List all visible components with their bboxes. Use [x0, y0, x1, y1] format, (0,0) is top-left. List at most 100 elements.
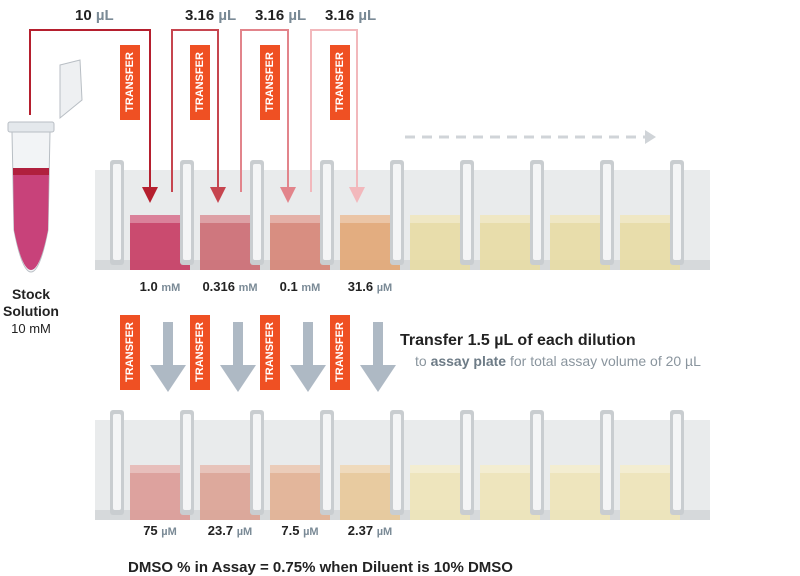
- well-top: [130, 465, 190, 473]
- concentration-unit: µM: [377, 282, 393, 294]
- plate-post-face: [533, 164, 541, 260]
- concentration-unit: mM: [161, 282, 180, 294]
- plate-post-face: [113, 164, 121, 260]
- well-top: [340, 465, 400, 473]
- well-top: [550, 465, 610, 473]
- transfer-label: TRANSFER: [334, 52, 346, 112]
- plate-post-face: [183, 164, 191, 260]
- transfer-label: TRANSFER: [124, 322, 136, 382]
- transfer-label: TRANSFER: [194, 322, 206, 382]
- well-top: [270, 215, 330, 223]
- transfer-label: TRANSFER: [264, 52, 276, 112]
- concentration-label: 2.37 µM: [348, 523, 392, 538]
- transfer-label: TRANSFER: [264, 322, 276, 382]
- transfer-line: [29, 29, 158, 203]
- well-top: [410, 215, 470, 223]
- plate-post-face: [533, 414, 541, 510]
- plate-floor: [95, 510, 710, 520]
- transfer-box: [260, 315, 280, 390]
- concentration-label: 23.7 µM: [208, 523, 252, 538]
- transfer-box: [120, 45, 140, 120]
- down-arrow-shaft: [233, 322, 243, 367]
- down-arrow-shaft: [373, 322, 383, 367]
- down-arrow-head: [150, 365, 186, 392]
- concentration-label: 31.6 µM: [348, 279, 392, 294]
- plate-post-face: [603, 414, 611, 510]
- concentration-unit: µM: [377, 526, 393, 538]
- plate-post-face: [393, 164, 401, 260]
- transfer-line: [171, 29, 226, 203]
- plate-post-face: [463, 164, 471, 260]
- stock-title: Solution: [3, 303, 59, 319]
- volume-amount: 10: [75, 7, 92, 24]
- concentration-label: 7.5 µM: [281, 523, 318, 538]
- transfer-label: TRANSFER: [334, 322, 346, 382]
- plate-post-face: [393, 414, 401, 510]
- well-top: [620, 215, 680, 223]
- instruction-bold: assay plate: [431, 353, 507, 369]
- transfer-box: [330, 315, 350, 390]
- down-arrow-shaft: [303, 322, 313, 367]
- down-arrow-shaft: [163, 322, 173, 367]
- volume-amount: 3.16: [325, 7, 354, 24]
- continue-arrowhead: [645, 130, 656, 144]
- transfer-line: [240, 29, 296, 203]
- plate-floor: [95, 260, 710, 270]
- plate-post-face: [183, 414, 191, 510]
- stock-tube: [7, 59, 83, 273]
- well-top: [200, 215, 260, 223]
- well-top: [550, 215, 610, 223]
- transfer-box: [190, 315, 210, 390]
- concentration-value: 1.0: [140, 279, 158, 294]
- instruction-text: for total assay volume of 20 µL: [506, 353, 701, 369]
- concentration-label: 0.1 mM: [280, 279, 321, 294]
- stock-concentration: 10 mM: [11, 321, 51, 336]
- plate-post-face: [323, 164, 331, 260]
- instruction-line2: to assay plate for total assay volume of…: [415, 353, 701, 369]
- well-top: [480, 465, 540, 473]
- well-top: [480, 215, 540, 223]
- transfer-box: [120, 315, 140, 390]
- transfer-line: [310, 29, 365, 203]
- volume-label: 10 µL: [75, 7, 114, 24]
- concentration-value: 75: [143, 523, 157, 538]
- concentration-label: 75 µM: [143, 523, 177, 538]
- transfer-label: TRANSFER: [194, 52, 206, 112]
- footer: DMSO % in Assay = 0.75% when Diluent is …: [128, 559, 513, 576]
- concentration-unit: µM: [237, 526, 253, 538]
- concentration-value: 7.5: [281, 523, 299, 538]
- volume-label: 3.16 µL: [325, 7, 376, 24]
- plate-post-face: [113, 414, 121, 510]
- concentration-unit: µM: [303, 526, 319, 538]
- concentration-unit: µM: [161, 526, 177, 538]
- plate-post-face: [253, 164, 261, 260]
- down-arrow-head: [220, 365, 256, 392]
- concentration-value: 0.1: [280, 279, 298, 294]
- plate-post-face: [673, 164, 681, 260]
- volume-unit: µL: [218, 7, 236, 24]
- down-arrow-head: [290, 365, 326, 392]
- transfer-box: [260, 45, 280, 120]
- volume-label: 3.16 µL: [255, 7, 306, 24]
- well-top: [620, 465, 680, 473]
- volume-unit: µL: [288, 7, 306, 24]
- plate-post-face: [603, 164, 611, 260]
- well-top: [340, 215, 400, 223]
- plate-post-face: [323, 414, 331, 510]
- plate-post-face: [253, 414, 261, 510]
- concentration-value: 0.316: [202, 279, 235, 294]
- well-top: [130, 215, 190, 223]
- stock-title: Stock: [12, 286, 50, 302]
- concentration-value: 31.6: [348, 279, 373, 294]
- down-arrow-head: [360, 365, 396, 392]
- concentration-value: 23.7: [208, 523, 233, 538]
- transfer-label: TRANSFER: [124, 52, 136, 112]
- concentration-unit: mM: [239, 282, 258, 294]
- volume-unit: µL: [96, 7, 114, 24]
- instruction-text: to: [415, 353, 431, 369]
- concentration-value: 2.37: [348, 523, 373, 538]
- plate-post-face: [463, 414, 471, 510]
- volume-amount: 3.16: [185, 7, 214, 24]
- volume-amount: 3.16: [255, 7, 284, 24]
